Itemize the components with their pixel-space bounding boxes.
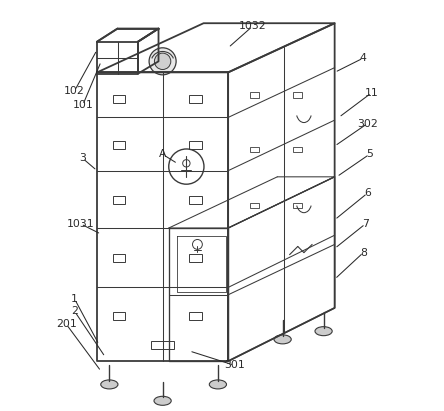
Text: 1: 1 xyxy=(71,294,78,304)
Bar xyxy=(113,254,125,262)
Circle shape xyxy=(155,53,171,69)
Text: 1032: 1032 xyxy=(239,21,266,31)
Ellipse shape xyxy=(315,327,332,336)
Text: 101: 101 xyxy=(72,100,93,110)
Ellipse shape xyxy=(154,396,171,405)
Ellipse shape xyxy=(209,380,226,389)
Text: 3: 3 xyxy=(79,153,86,164)
Ellipse shape xyxy=(101,380,118,389)
Bar xyxy=(293,92,302,98)
Text: 2: 2 xyxy=(71,306,78,316)
Ellipse shape xyxy=(274,335,291,344)
Circle shape xyxy=(193,240,202,249)
Bar xyxy=(113,196,125,204)
Bar xyxy=(250,146,259,152)
Text: 8: 8 xyxy=(360,247,367,258)
Bar xyxy=(151,341,174,349)
Bar xyxy=(250,203,259,208)
Bar xyxy=(189,95,202,103)
Text: 302: 302 xyxy=(357,119,378,129)
Bar xyxy=(189,254,202,262)
Bar xyxy=(113,141,125,148)
Bar xyxy=(113,312,125,320)
Text: 7: 7 xyxy=(362,219,369,229)
Bar xyxy=(113,95,125,103)
Bar xyxy=(189,196,202,204)
Text: 201: 201 xyxy=(56,319,77,329)
Text: 5: 5 xyxy=(366,149,373,159)
Bar xyxy=(293,146,302,152)
Text: 301: 301 xyxy=(224,360,245,370)
Text: 6: 6 xyxy=(364,188,371,198)
Text: 4: 4 xyxy=(360,53,367,63)
Text: 1031: 1031 xyxy=(67,219,95,229)
Bar xyxy=(189,312,202,320)
Bar xyxy=(250,92,259,98)
Circle shape xyxy=(149,48,176,75)
Text: 102: 102 xyxy=(64,86,85,96)
Text: 11: 11 xyxy=(365,88,378,98)
Bar xyxy=(189,141,202,148)
Text: A: A xyxy=(159,149,166,159)
Bar xyxy=(293,203,302,208)
